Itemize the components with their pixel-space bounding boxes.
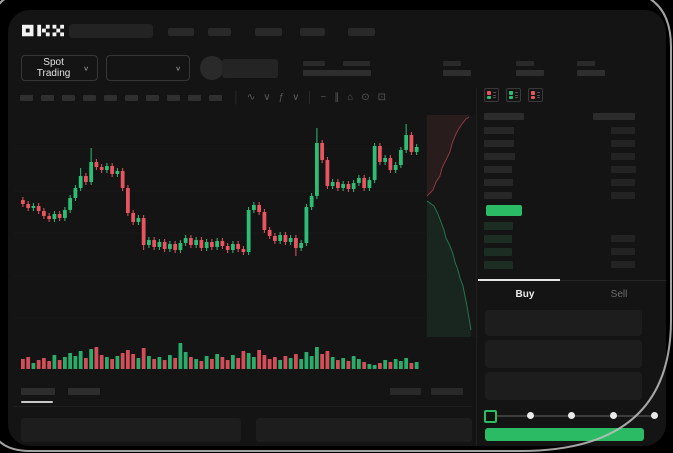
bottom-tab-placeholder[interactable] (68, 388, 100, 395)
nav-item-placeholder[interactable] (208, 28, 231, 36)
last-price-highlight[interactable] (486, 205, 522, 216)
ticker-stat (516, 61, 544, 76)
bid-row[interactable] (484, 222, 513, 230)
pair-name-placeholder (222, 59, 278, 78)
interval-placeholder[interactable] (167, 95, 180, 101)
logo-adjacent-placeholder (69, 24, 153, 38)
interval-placeholder[interactable] (41, 95, 54, 101)
total-input-placeholder[interactable] (485, 372, 642, 400)
ask-row[interactable] (484, 153, 515, 160)
ask-row[interactable] (484, 140, 514, 147)
divider (14, 406, 472, 407)
bid-row-amount[interactable] (611, 235, 635, 242)
bottom-tab-placeholder[interactable] (21, 388, 55, 395)
book-view-both-icon[interactable] (484, 88, 499, 102)
camera-icon[interactable]: ⌂ (347, 92, 354, 103)
slider-handle[interactable] (484, 410, 497, 423)
divider (476, 88, 477, 446)
ask-row[interactable] (484, 127, 514, 134)
price-chart[interactable] (14, 110, 478, 372)
interval-placeholder[interactable] (146, 95, 159, 101)
bid-row[interactable] (484, 248, 512, 256)
slider-stop[interactable] (651, 412, 658, 419)
interval-placeholder[interactable] (20, 95, 33, 101)
ask-row-amount[interactable] (611, 179, 635, 186)
toolbar-divider: │ (306, 92, 314, 104)
ask-row-amount[interactable] (611, 153, 635, 160)
amount-input-placeholder[interactable] (485, 340, 642, 368)
fullscreen-icon[interactable]: ⊡ (377, 92, 387, 103)
market-type-label: Spot Trading (36, 57, 71, 79)
bottom-tab-active-indicator (21, 401, 53, 403)
ask-row-amount[interactable] (611, 166, 636, 173)
book-view-bids-icon[interactable] (506, 88, 521, 102)
ask-row[interactable] (484, 179, 513, 186)
orderbook-header-price (484, 113, 524, 120)
app-window: Spot Trading ∨ ∨ │ ∿ ∨ ƒ ∨ │ ~ ∥ ⌂ ⊙ ⊡ (8, 10, 666, 446)
interval-placeholder[interactable] (188, 95, 201, 101)
ticker-stat (577, 61, 605, 76)
bottom-panel-placeholder (21, 418, 241, 442)
slider-stop[interactable] (568, 412, 575, 419)
indicators-icon[interactable]: ∿ (246, 92, 256, 103)
nav-item-placeholder[interactable] (348, 28, 375, 36)
toolbar-divider: │ (233, 92, 240, 104)
slider-stop[interactable] (609, 412, 617, 419)
ask-row[interactable] (484, 192, 512, 199)
bottom-action-placeholder[interactable] (390, 388, 421, 395)
order-panel: Buy Sell (478, 88, 666, 446)
indicators-caret-icon[interactable]: ∨ (263, 92, 271, 103)
book-view-asks-icon[interactable] (528, 88, 543, 102)
tab-sell[interactable]: Sell (610, 288, 628, 300)
interval-placeholder[interactable] (104, 95, 117, 101)
interval-placeholder[interactable] (83, 95, 96, 101)
okx-logo[interactable] (22, 24, 64, 38)
chart-style-icon[interactable]: ƒ (278, 92, 285, 103)
ask-row-amount[interactable] (611, 140, 635, 147)
chevron-down-icon: ∨ (175, 64, 181, 72)
settings-icon[interactable]: ⊙ (361, 92, 370, 103)
bid-row-amount[interactable] (611, 248, 635, 255)
slider-stop[interactable] (526, 412, 534, 419)
interval-placeholder[interactable] (62, 95, 75, 101)
bottom-action-placeholder[interactable] (431, 388, 463, 395)
chevron-down-icon: ∨ (83, 64, 89, 72)
bid-row[interactable] (484, 235, 512, 243)
tab-buy[interactable]: Buy (515, 288, 535, 300)
bid-row-amount[interactable] (611, 261, 635, 268)
pair-dropdown[interactable]: ∨ (106, 55, 190, 81)
interval-placeholder[interactable] (209, 95, 222, 101)
chart-style-caret-icon[interactable]: ∨ (292, 92, 300, 103)
nav-item-placeholder[interactable] (255, 28, 282, 36)
ask-row[interactable] (484, 166, 512, 173)
price-input-placeholder[interactable] (485, 310, 642, 336)
chart-toolbar: │ ∿ ∨ ƒ ∨ │ ~ ∥ ⌂ ⊙ ⊡ (20, 92, 390, 104)
measure-tool-icon[interactable]: ∥ (334, 92, 340, 103)
ask-row-amount[interactable] (611, 127, 635, 134)
bid-row[interactable] (484, 261, 513, 269)
buy-submit-button[interactable] (485, 428, 644, 441)
interval-placeholder[interactable] (125, 95, 138, 101)
trendline-tool-icon[interactable]: ~ (320, 92, 327, 103)
ticker-stat (343, 61, 371, 76)
market-type-selector[interactable]: Spot Trading ∨ (21, 55, 98, 81)
ask-row-amount[interactable] (611, 192, 635, 199)
pair-avatar (200, 56, 224, 80)
nav-item-placeholder[interactable] (168, 28, 194, 36)
bottom-panel-placeholder (256, 418, 472, 442)
trade-tabbar: Buy Sell (478, 279, 666, 307)
orderbook-header-amount (593, 113, 635, 120)
nav-item-placeholder[interactable] (300, 28, 325, 36)
ticker-stat (443, 61, 471, 76)
